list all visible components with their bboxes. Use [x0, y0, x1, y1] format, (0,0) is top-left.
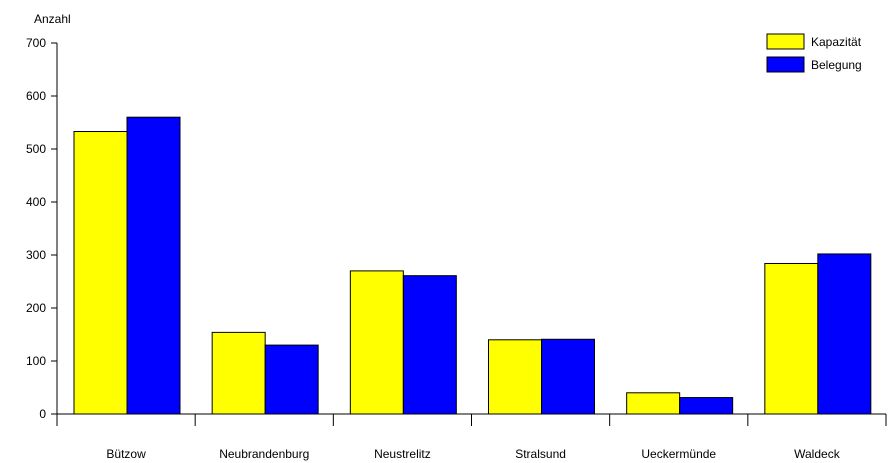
y-tick-label: 0 [39, 407, 46, 421]
bar-belegung [126, 116, 181, 415]
bar-kapazitaet [73, 131, 128, 415]
bar-belegung [541, 338, 595, 415]
y-tick-label: 600 [26, 89, 46, 103]
y-tick-label: 300 [26, 248, 46, 262]
x-tick-label: Ueckermünde [641, 447, 716, 461]
bar-belegung [402, 275, 457, 415]
bar-kapazitaet [764, 262, 819, 415]
bar-kapazitaet [626, 392, 681, 415]
x-tick-label: Bützow [106, 447, 146, 461]
y-tick-label: 100 [26, 354, 46, 368]
legend: Kapazität Belegung [766, 33, 862, 73]
y-axis-title: Anzahl [34, 12, 71, 26]
x-axis-ticks: Bützow Neubrandenburg Neustrelitz Stralsund… [56, 414, 887, 461]
bars [73, 116, 872, 415]
legend-swatch-belegung [766, 56, 805, 73]
bar-kapazitaet [349, 270, 404, 415]
x-tick-label: Neustrelitz [374, 447, 431, 461]
x-tick-label: Stralsund [515, 447, 566, 461]
bar-belegung [264, 344, 319, 415]
y-axis-ticks: 0 100 200 300 400 500 600 700 [26, 36, 57, 421]
y-tick-label: 200 [26, 301, 46, 315]
x-tick-label: Waldeck [794, 447, 841, 461]
legend-label-belegung: Belegung [811, 58, 862, 72]
y-tick-label: 700 [26, 36, 46, 50]
x-tick-label: Neubrandenburg [219, 447, 309, 461]
bar-kapazitaet [488, 339, 542, 415]
bar-belegung [817, 253, 872, 415]
y-tick-label: 400 [26, 195, 46, 209]
bar-kapazitaet [211, 331, 266, 415]
legend-label-kapazitaet: Kapazität [811, 35, 862, 49]
y-tick-label: 500 [26, 142, 46, 156]
bar-belegung [679, 397, 734, 415]
legend-swatch-kapazitaet [766, 33, 805, 50]
